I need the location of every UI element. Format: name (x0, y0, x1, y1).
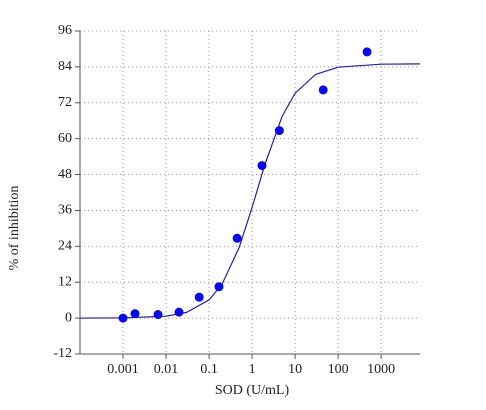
data-point (257, 161, 267, 171)
x-tick-label: 1000 (367, 362, 395, 377)
y-tick-label: 36 (58, 203, 72, 218)
y-tick-label: 24 (58, 239, 72, 254)
data-point (130, 309, 140, 319)
x-tick-label: 10 (288, 362, 302, 377)
data-point (318, 85, 328, 95)
y-tick-label: 48 (58, 167, 72, 182)
y-tick-label: 96 (58, 23, 72, 38)
x-tick-label: 0.01 (154, 362, 179, 377)
y-tick-label: 12 (58, 274, 72, 289)
data-point (362, 47, 372, 57)
data-point (214, 282, 224, 292)
x-tick-label: 1 (249, 362, 256, 377)
data-point (274, 126, 284, 136)
fit-curve (79, 63, 421, 319)
data-point (153, 310, 163, 320)
x-axis-label: SOD (U/mL) (215, 383, 290, 398)
data-point (232, 233, 242, 243)
x-tick-label: 100 (328, 362, 349, 377)
y-tick-label: 72 (58, 95, 72, 110)
data-point (174, 307, 184, 317)
x-tick-label: 0.001 (107, 362, 139, 377)
data-point (194, 292, 204, 302)
y-tick-label: 60 (58, 131, 72, 146)
x-tick-label: 0.1 (200, 362, 218, 377)
y-tick-label: 84 (58, 59, 72, 74)
y-axis-label: % of inhibition (7, 186, 22, 271)
y-tick-label: -12 (53, 346, 72, 361)
data-point (118, 313, 128, 323)
y-tick-label: 0 (65, 310, 72, 325)
